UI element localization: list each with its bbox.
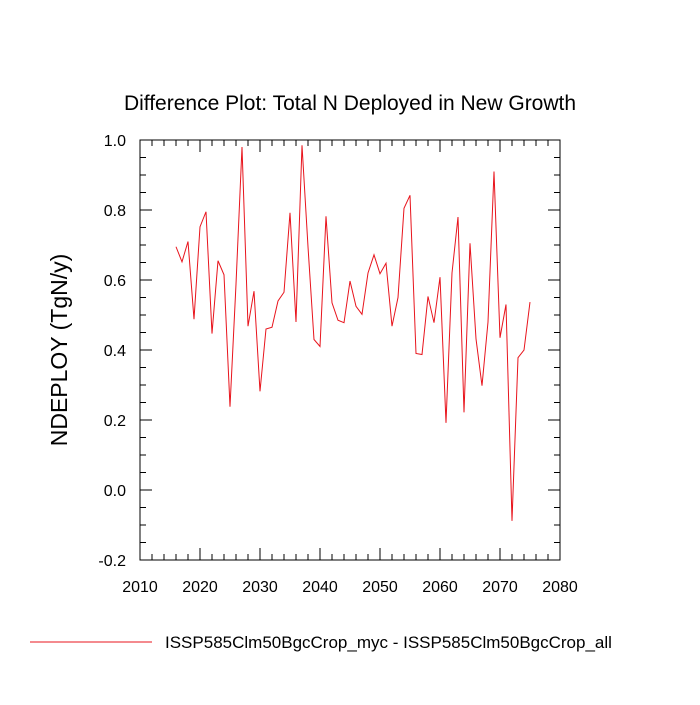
- y-tick-label: -0.2: [98, 553, 126, 570]
- chart-title: Difference Plot: Total N Deployed in New…: [124, 92, 576, 115]
- x-tick-label: 2050: [362, 579, 398, 596]
- x-tick-label: 2080: [542, 579, 578, 596]
- y-tick-label: 0.0: [104, 483, 126, 500]
- y-tick-label: 0.2: [104, 413, 126, 430]
- x-tick-label: 2010: [122, 579, 158, 596]
- y-tick-label: 0.6: [104, 273, 126, 290]
- series-line: [175, 145, 531, 521]
- y-tick-label: 0.4: [104, 343, 126, 360]
- x-tick-label: 2070: [482, 579, 518, 596]
- x-tick-label: 2020: [182, 579, 218, 596]
- plot-frame: [139, 139, 561, 561]
- x-tick-label: 2030: [242, 579, 278, 596]
- legend: ISSP585Clm50BgcCrop_myc - ISSP585Clm50Bg…: [30, 633, 612, 652]
- series-lines: [175, 145, 531, 521]
- x-tick-label: 2040: [302, 579, 338, 596]
- y-tick-label: 0.8: [104, 203, 126, 220]
- legend-label: ISSP585Clm50BgcCrop_myc - ISSP585Clm50Bg…: [165, 633, 612, 652]
- y-axis-label: NDEPLOY (TgN/y): [46, 254, 72, 447]
- axes: 2010 2020 2030 2040 2050 2060 2070 2080 -0.2 0.0 0…: [98, 133, 577, 596]
- y-tick-label: 1.0: [104, 133, 126, 150]
- x-tick-label: 2060: [422, 579, 458, 596]
